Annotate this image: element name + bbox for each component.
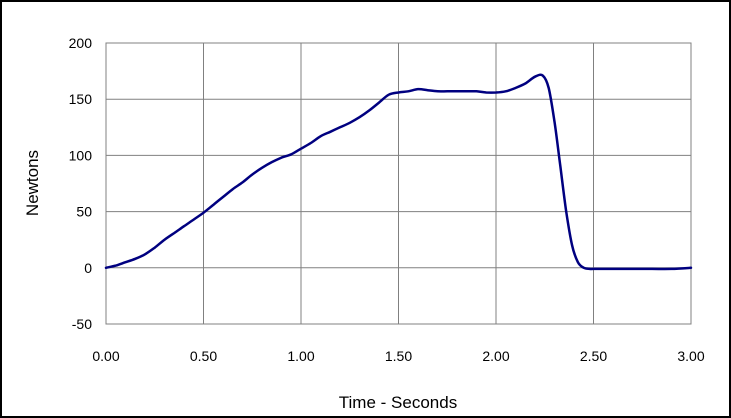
x-tick-label: 2.00 <box>482 348 509 364</box>
series-line-0 <box>104 73 693 271</box>
y-tick-label: 150 <box>69 91 93 107</box>
x-tick-label: 0.50 <box>190 348 217 364</box>
y-tick-label: 50 <box>76 204 92 220</box>
y-tick-labels: -50 0 50 100 150 200 <box>69 35 93 332</box>
y-tick-label: 200 <box>69 35 93 51</box>
x-tick-label: 0.00 <box>92 348 119 364</box>
x-tick-label: 2.50 <box>580 348 607 364</box>
x-tick-label: 1.00 <box>287 348 314 364</box>
x-tick-label: 1.50 <box>385 348 412 364</box>
x-axis-title: Time - Seconds <box>339 393 457 412</box>
y-tick-label: -50 <box>72 316 92 332</box>
y-tick-label: 100 <box>69 147 93 163</box>
series-layer <box>104 73 693 271</box>
x-tick-labels: 0.00 0.50 1.00 1.50 2.00 2.50 3.00 <box>92 348 704 364</box>
x-tick-label: 3.00 <box>677 348 704 364</box>
vertical-gridlines <box>105 43 692 324</box>
y-tick-label: 0 <box>84 260 92 276</box>
y-axis-title: Newtons <box>23 150 42 216</box>
